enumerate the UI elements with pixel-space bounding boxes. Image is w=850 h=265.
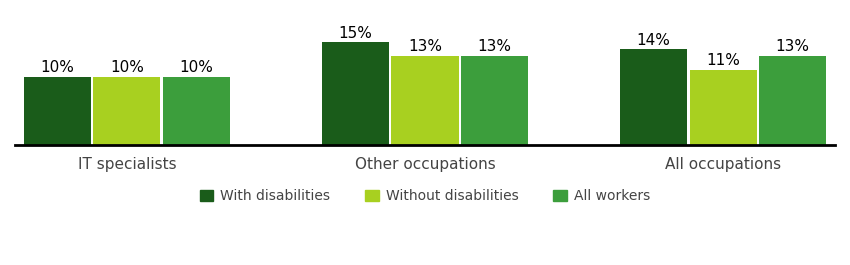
Bar bbox=[461, 56, 528, 145]
Bar bbox=[24, 77, 91, 145]
Legend: With disabilities, Without disabilities, All workers: With disabilities, Without disabilities,… bbox=[200, 189, 650, 203]
Text: 11%: 11% bbox=[706, 53, 740, 68]
Bar bbox=[689, 70, 756, 145]
Bar bbox=[620, 49, 687, 145]
Bar bbox=[392, 56, 458, 145]
Text: 15%: 15% bbox=[338, 26, 372, 41]
Bar bbox=[94, 77, 161, 145]
Text: 10%: 10% bbox=[110, 60, 144, 75]
Bar bbox=[759, 56, 826, 145]
Text: 10%: 10% bbox=[179, 60, 213, 75]
Text: 13%: 13% bbox=[408, 39, 442, 55]
Text: 14%: 14% bbox=[637, 33, 671, 48]
Bar bbox=[322, 42, 389, 145]
Text: 13%: 13% bbox=[776, 39, 810, 55]
Text: 10%: 10% bbox=[40, 60, 74, 75]
Bar bbox=[163, 77, 230, 145]
Text: 13%: 13% bbox=[478, 39, 512, 55]
